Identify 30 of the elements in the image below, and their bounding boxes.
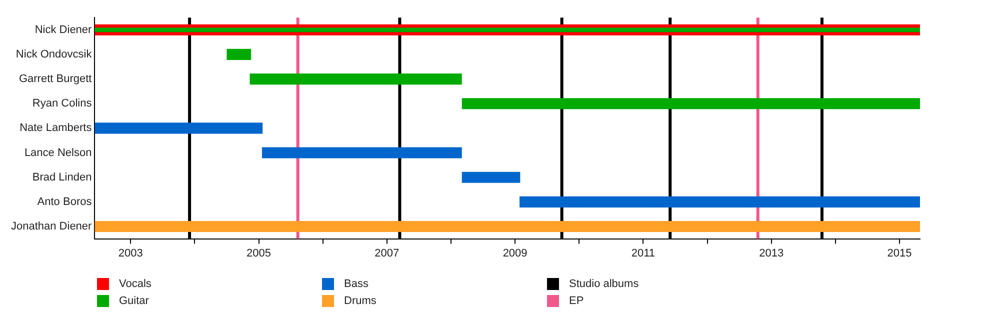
x-tick-label: 2003 [118, 247, 143, 260]
legend-label: Vocals [119, 278, 152, 290]
y-tick-label: Anto Boros [37, 196, 92, 208]
y-tick-label: Garrett Burgett [18, 73, 92, 86]
x-tick-label: 2015 [887, 247, 912, 260]
bar [462, 172, 520, 183]
bar [226, 48, 252, 60]
y-tick-label: Nate Lamberts [20, 122, 92, 134]
y-tick-label: Nick Diener [34, 24, 92, 36]
y-tick-label: Jonathan Diener [10, 220, 92, 233]
legend-label: Drums [344, 294, 376, 306]
bar [262, 147, 462, 158]
legend-label: Guitar [119, 294, 149, 306]
bar [520, 196, 920, 208]
legend-label: Bass [344, 278, 368, 290]
bar [94, 220, 920, 232]
legend-label: EP [569, 294, 584, 306]
x-tick-label: 2007 [374, 247, 400, 260]
y-tick-label: Ryan Colins [32, 98, 92, 110]
bar [462, 98, 920, 110]
x-tick-label: 2005 [246, 247, 271, 260]
x-tick-label: 2013 [759, 247, 784, 260]
x-tick-label: 2011 [631, 247, 656, 260]
bar [94, 122, 263, 134]
y-tick-label: Lance Nelson [24, 146, 92, 159]
y-tick-label: Nick Ondovcsik [16, 48, 92, 60]
x-tick-label: 2009 [502, 247, 528, 260]
legend-label: Studio albums [569, 278, 639, 290]
bar [250, 74, 462, 85]
y-tick-label: Brad Linden [32, 171, 92, 184]
